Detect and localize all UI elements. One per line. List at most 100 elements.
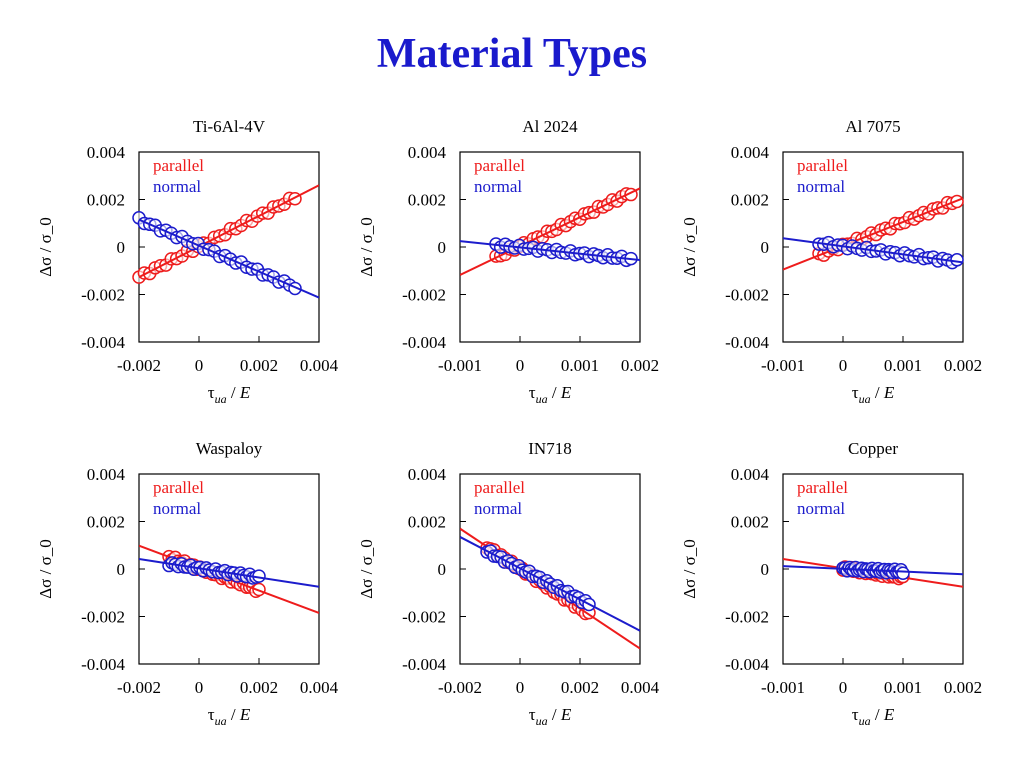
legend-entry: normal	[153, 177, 201, 196]
fit-line	[783, 565, 963, 576]
chart-panel: Al 7075 0.004 0.002 0 -0.002 -0.004 -0.001 0 0.0…	[680, 117, 982, 406]
x-tick-label: 0.001	[561, 356, 599, 375]
y-tick-label: 0.002	[731, 513, 769, 532]
fit-line	[460, 240, 640, 262]
y-tick-label: -0.002	[81, 286, 125, 305]
x-axis-label: τua / E	[208, 383, 251, 406]
y-tick-label: -0.002	[725, 608, 769, 627]
fit-line	[139, 184, 319, 279]
fit-line	[139, 218, 319, 299]
x-tick-label: 0	[195, 678, 204, 697]
x-tick-label: -0.001	[761, 356, 805, 375]
y-axis-label: Δσ / σ_0	[357, 217, 376, 276]
chart-title: Ti-6Al-4V	[193, 117, 266, 136]
legend-entry: parallel	[153, 156, 204, 175]
fit-line	[460, 187, 640, 276]
chart-panel: Ti-6Al-4V 0.004 0.002 0 -0.002 -0.004 -0.002 0 0…	[36, 117, 339, 406]
y-tick-label: 0	[761, 238, 770, 257]
slide-title: Material Types	[376, 31, 648, 77]
y-tick-label: -0.002	[402, 286, 446, 305]
x-tick-label: 0	[839, 356, 848, 375]
legend-entry: parallel	[153, 478, 204, 497]
x-tick-label: 0.001	[884, 678, 922, 697]
series-normal	[460, 536, 640, 632]
x-axis-label: τua / E	[529, 705, 572, 728]
legend-entry: normal	[474, 499, 522, 518]
x-tick-label: -0.001	[761, 678, 805, 697]
data-point	[950, 253, 964, 267]
y-tick-label: 0.002	[731, 191, 769, 210]
y-tick-label: 0.002	[408, 513, 446, 532]
y-tick-label: 0.004	[87, 465, 126, 484]
y-tick-label: 0	[438, 560, 447, 579]
y-tick-label: 0	[117, 560, 126, 579]
legend-entry: parallel	[474, 478, 525, 497]
y-tick-label: 0.002	[87, 513, 125, 532]
y-tick-label: 0.002	[87, 191, 125, 210]
y-tick-label: -0.004	[81, 655, 125, 674]
x-tick-label: 0	[195, 356, 204, 375]
x-axis-label: τua / E	[852, 383, 895, 406]
fit-line	[139, 558, 319, 588]
y-axis-label: Δσ / σ_0	[357, 539, 376, 598]
series-normal	[132, 211, 319, 299]
x-tick-label: 0.002	[240, 356, 278, 375]
y-tick-label: 0	[438, 238, 447, 257]
x-axis-label: τua / E	[852, 705, 895, 728]
x-tick-label: -0.001	[438, 356, 482, 375]
y-tick-label: -0.004	[725, 655, 769, 674]
y-tick-label: 0	[761, 560, 770, 579]
legend-entry: normal	[797, 499, 845, 518]
y-tick-label: 0	[117, 238, 126, 257]
legend-entry: normal	[797, 177, 845, 196]
y-tick-label: 0.004	[731, 465, 770, 484]
y-tick-label: -0.002	[402, 608, 446, 627]
chart-panel: IN718 0.004 0.002 0 -0.002 -0.004 -0.002 0 0.002…	[357, 439, 660, 728]
chart-title: Copper	[848, 439, 898, 458]
legend-entry: parallel	[474, 156, 525, 175]
legend-entry: parallel	[797, 156, 848, 175]
legend-entry: normal	[474, 177, 522, 196]
chart-title: Al 7075	[845, 117, 900, 136]
series-normal	[783, 235, 964, 270]
fit-line	[783, 197, 963, 271]
y-tick-label: -0.004	[81, 333, 125, 352]
y-axis-label: Δσ / σ_0	[36, 217, 55, 276]
y-axis-label: Δσ / σ_0	[680, 217, 699, 276]
series-normal	[139, 556, 319, 588]
x-tick-label: -0.002	[117, 678, 161, 697]
fit-line	[783, 237, 963, 264]
series-normal	[783, 560, 963, 581]
legend-entry: normal	[153, 499, 201, 518]
x-tick-label: 0.004	[300, 356, 339, 375]
y-tick-label: -0.004	[725, 333, 769, 352]
chart-title: IN718	[528, 439, 571, 458]
y-tick-label: -0.002	[81, 608, 125, 627]
y-tick-label: 0.004	[731, 143, 770, 162]
y-tick-label: 0.004	[408, 143, 447, 162]
x-tick-label: 0.002	[240, 678, 278, 697]
x-tick-label: -0.002	[117, 356, 161, 375]
x-tick-label: 0.002	[944, 678, 982, 697]
y-tick-label: -0.004	[402, 333, 446, 352]
x-tick-label: 0	[839, 678, 848, 697]
x-tick-label: -0.002	[438, 678, 482, 697]
chart-panel: Copper 0.004 0.002 0 -0.002 -0.004 -0.001 0 0.00…	[680, 439, 982, 728]
x-axis-label: τua / E	[208, 705, 251, 728]
chart-title: Waspaloy	[196, 439, 263, 458]
x-tick-label: 0.004	[300, 678, 339, 697]
x-axis-label: τua / E	[529, 383, 572, 406]
x-tick-label: 0.002	[621, 356, 659, 375]
y-axis-label: Δσ / σ_0	[36, 539, 55, 598]
chart-panel: Al 2024 0.004 0.002 0 -0.002 -0.004 -0.001 0 0.0…	[357, 117, 659, 406]
x-tick-label: 0.002	[561, 678, 599, 697]
chart-title: Al 2024	[522, 117, 578, 136]
y-tick-label: -0.004	[402, 655, 446, 674]
x-tick-label: 0.002	[944, 356, 982, 375]
y-axis-label: Δσ / σ_0	[680, 539, 699, 598]
fit-line	[460, 536, 640, 632]
chart-panel: Waspaloy 0.004 0.002 0 -0.002 -0.004 -0.002 0 0.…	[36, 439, 339, 728]
x-tick-label: 0	[516, 678, 525, 697]
x-tick-label: 0.001	[884, 356, 922, 375]
